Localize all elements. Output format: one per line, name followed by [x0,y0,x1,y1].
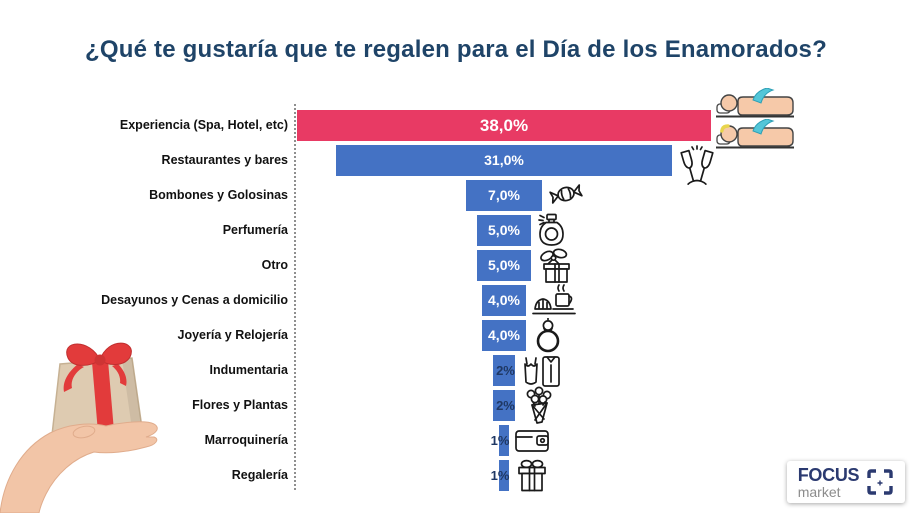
bar-value-label: 7,0% [488,187,520,203]
bar-value-label: 1% [490,433,510,448]
bar-value-label: 4,0% [488,292,520,308]
category-label: Otro [261,258,288,272]
funnel-bar [493,355,515,386]
bar-value-label: 2% [496,398,515,413]
toasting-glasses-icon [677,144,717,185]
bar-value-label: 4,0% [488,327,520,343]
bar-value-label: 2% [496,363,515,378]
candy-icon [547,175,585,212]
spa-massage-icon [715,88,795,149]
funnel-bar [476,250,532,281]
funnel-bar [335,145,673,176]
category-label: Bombones y Golosinas [149,188,288,202]
funnel-bar [476,215,532,246]
category-label: Restaurantes y bares [161,153,288,167]
axis-line [294,104,296,490]
breakfast-icon [531,282,577,319]
hand-holding-gift-illustration [0,342,158,513]
wallet-icon [514,422,550,459]
focus-market-logo: FOCUS market [787,461,905,503]
funnel-bar [465,180,543,211]
category-label: Regalería [231,468,288,482]
category-label: Experiencia (Spa, Hotel, etc) [119,118,288,132]
perfume-bottle-icon [536,212,566,249]
chart-title: ¿Qué te gustaría que te regalen para el … [85,36,827,63]
category-label: Flores y Plantas [192,398,288,412]
bar-value-label: 31,0% [484,152,524,168]
category-label: Marroquinería [204,433,288,447]
logo-market-text: market [797,483,841,500]
category-label: Perfumería [222,223,288,237]
gift-box-outline-icon [514,457,550,494]
funnel-bar [297,110,711,141]
bar-value-label: 5,0% [488,257,520,273]
bar-value-label: 1% [490,468,510,483]
flower-bouquet-icon [520,386,558,424]
funnel-bar [493,390,515,421]
bar-value-label: 5,0% [488,222,520,238]
category-label: Desayunos y Cenas a domicilio [101,293,288,307]
clothing-icon [520,352,562,389]
gift-box-icon [536,247,576,284]
category-label: Joyería y Relojería [177,328,288,342]
funnel-bar [498,425,510,456]
funnel-bar [482,320,526,351]
funnel-bar [498,460,510,491]
funnel-bar [482,285,526,316]
category-label: Indumentaria [209,363,289,377]
logo-focus-text: FOCUS [797,464,860,485]
bar-value-label: 38,0% [479,116,529,135]
ring-icon [531,317,565,354]
viewfinder-icon [867,469,893,495]
